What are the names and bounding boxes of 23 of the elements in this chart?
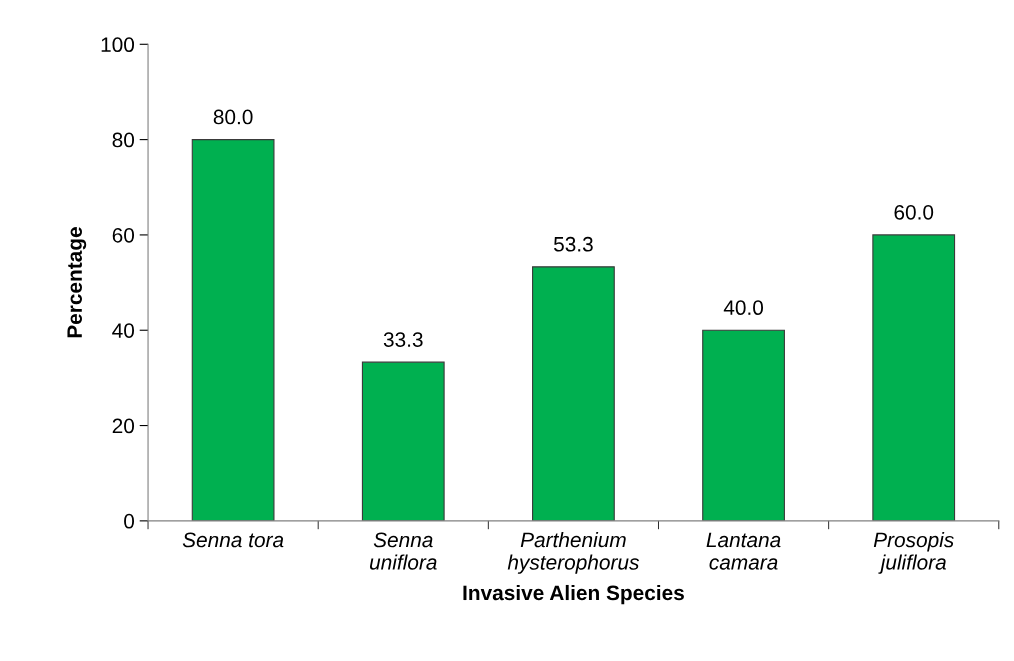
y-tick-label: 100 xyxy=(101,37,135,53)
bar xyxy=(532,266,615,521)
y-axis-title: Percentage xyxy=(67,227,87,338)
x-tick-label: Senna tora xyxy=(182,532,284,548)
y-tick-label: 60 xyxy=(112,227,135,243)
bar xyxy=(872,234,956,521)
y-tick-label: 0 xyxy=(124,513,135,529)
y-tick-label: 80 xyxy=(112,132,135,148)
data-label: 60.0 xyxy=(894,204,934,220)
x-tick-label: Senna uniflora xyxy=(369,532,437,570)
data-label: 33.3 xyxy=(383,332,423,347)
x-tick-label: Lantana camara xyxy=(706,532,781,570)
x-tick-label: Prosopis juliflora xyxy=(873,531,954,574)
bar xyxy=(702,329,785,521)
bar xyxy=(361,361,445,521)
bar xyxy=(191,139,275,521)
y-tick-label: 40 xyxy=(112,323,135,338)
data-label: 53.3 xyxy=(553,236,593,252)
data-label: 80.0 xyxy=(213,109,253,125)
x-axis-title: Invasive Alien Species xyxy=(463,584,684,605)
x-tick-label: Parthenium hysterophorus xyxy=(507,531,640,574)
y-tick-label: 20 xyxy=(112,418,135,434)
data-label: 40.0 xyxy=(723,300,764,316)
